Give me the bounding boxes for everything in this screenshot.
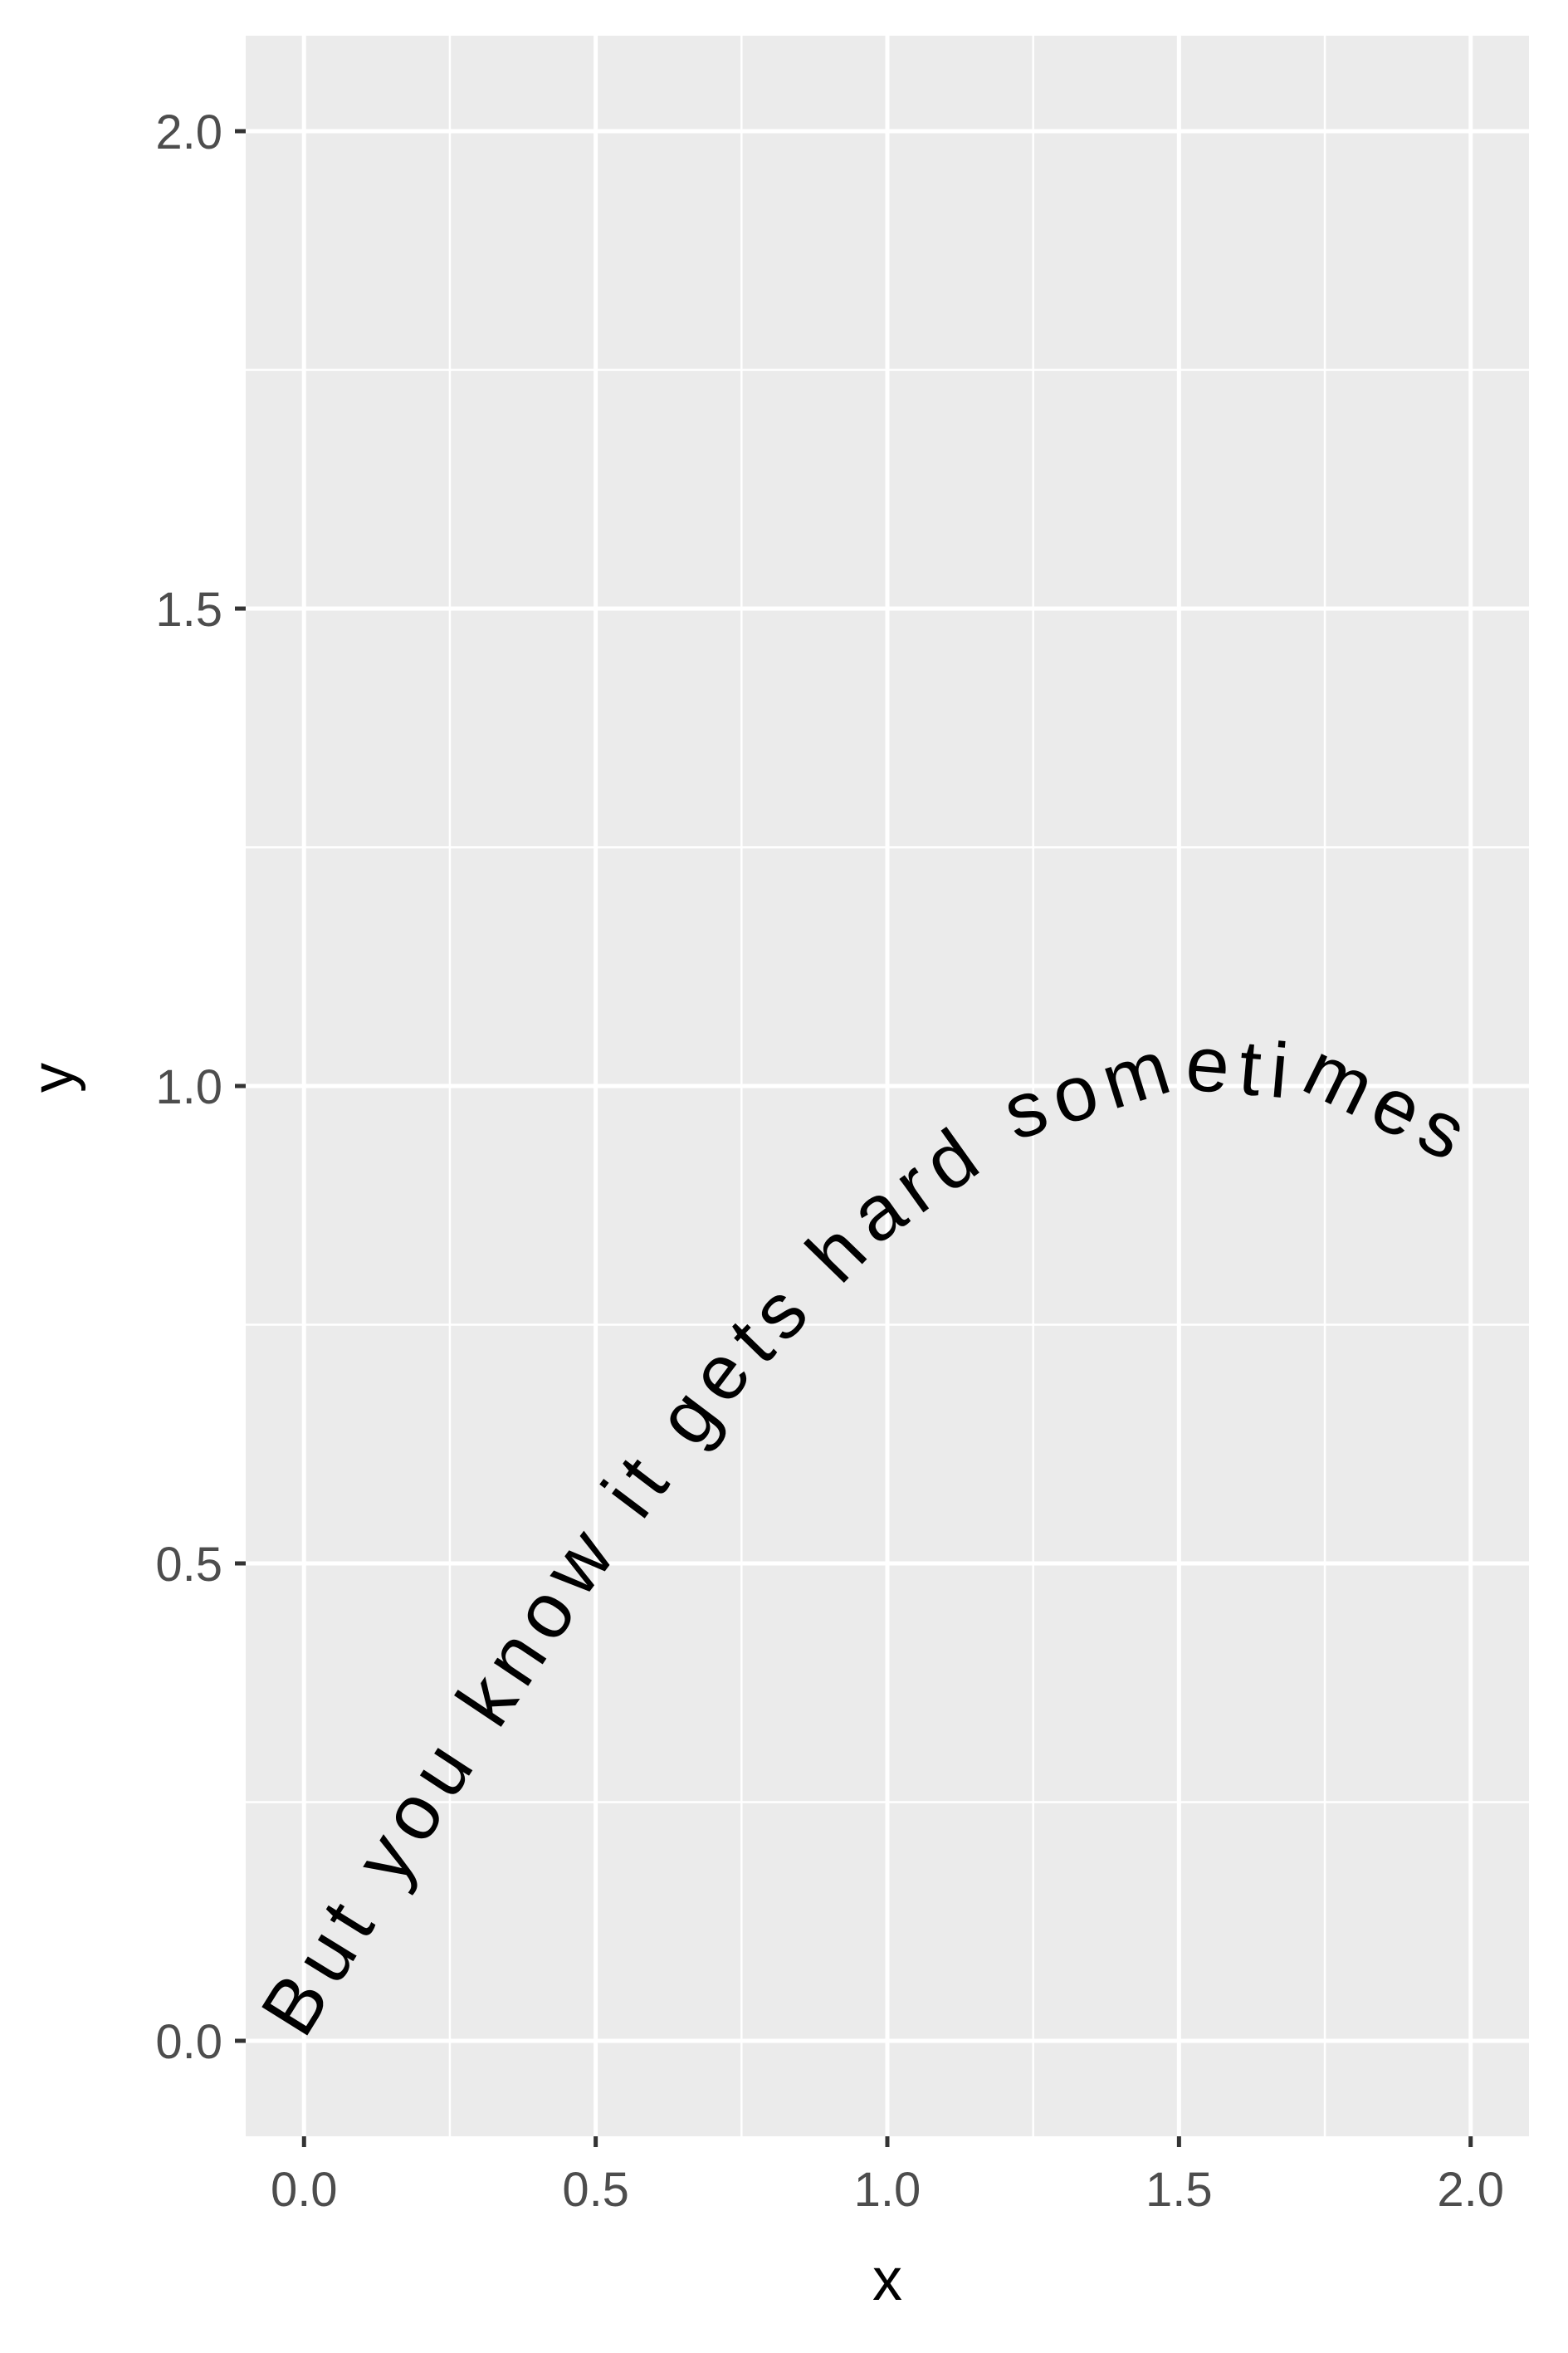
axis-ticks	[235, 129, 1473, 2147]
x-tick-label: 0.5	[562, 2163, 629, 2217]
x-tick-label: 1.0	[854, 2163, 921, 2217]
x-tick-label: 1.5	[1145, 2163, 1213, 2217]
major-gridlines	[246, 36, 1529, 2136]
x-axis-title: x	[872, 2247, 902, 2313]
y-tick-label: 1.5	[155, 583, 222, 637]
y-tick-label: 0.5	[155, 1538, 222, 1592]
x-tick-labels: 0.0 0.5 1.0 1.5 2.0	[271, 2163, 1504, 2217]
y-tick-label: 2.0	[155, 105, 222, 159]
x-tick-label: 2.0	[1437, 2163, 1504, 2217]
y-tick-labels: 0.0 0.5 1.0 1.5 2.0	[155, 105, 222, 2069]
y-tick-label: 1.0	[155, 1060, 222, 1114]
y-tick-label: 0.0	[155, 2015, 222, 2069]
y-axis-title: y	[20, 1063, 86, 1093]
x-tick-label: 0.0	[271, 2163, 338, 2217]
